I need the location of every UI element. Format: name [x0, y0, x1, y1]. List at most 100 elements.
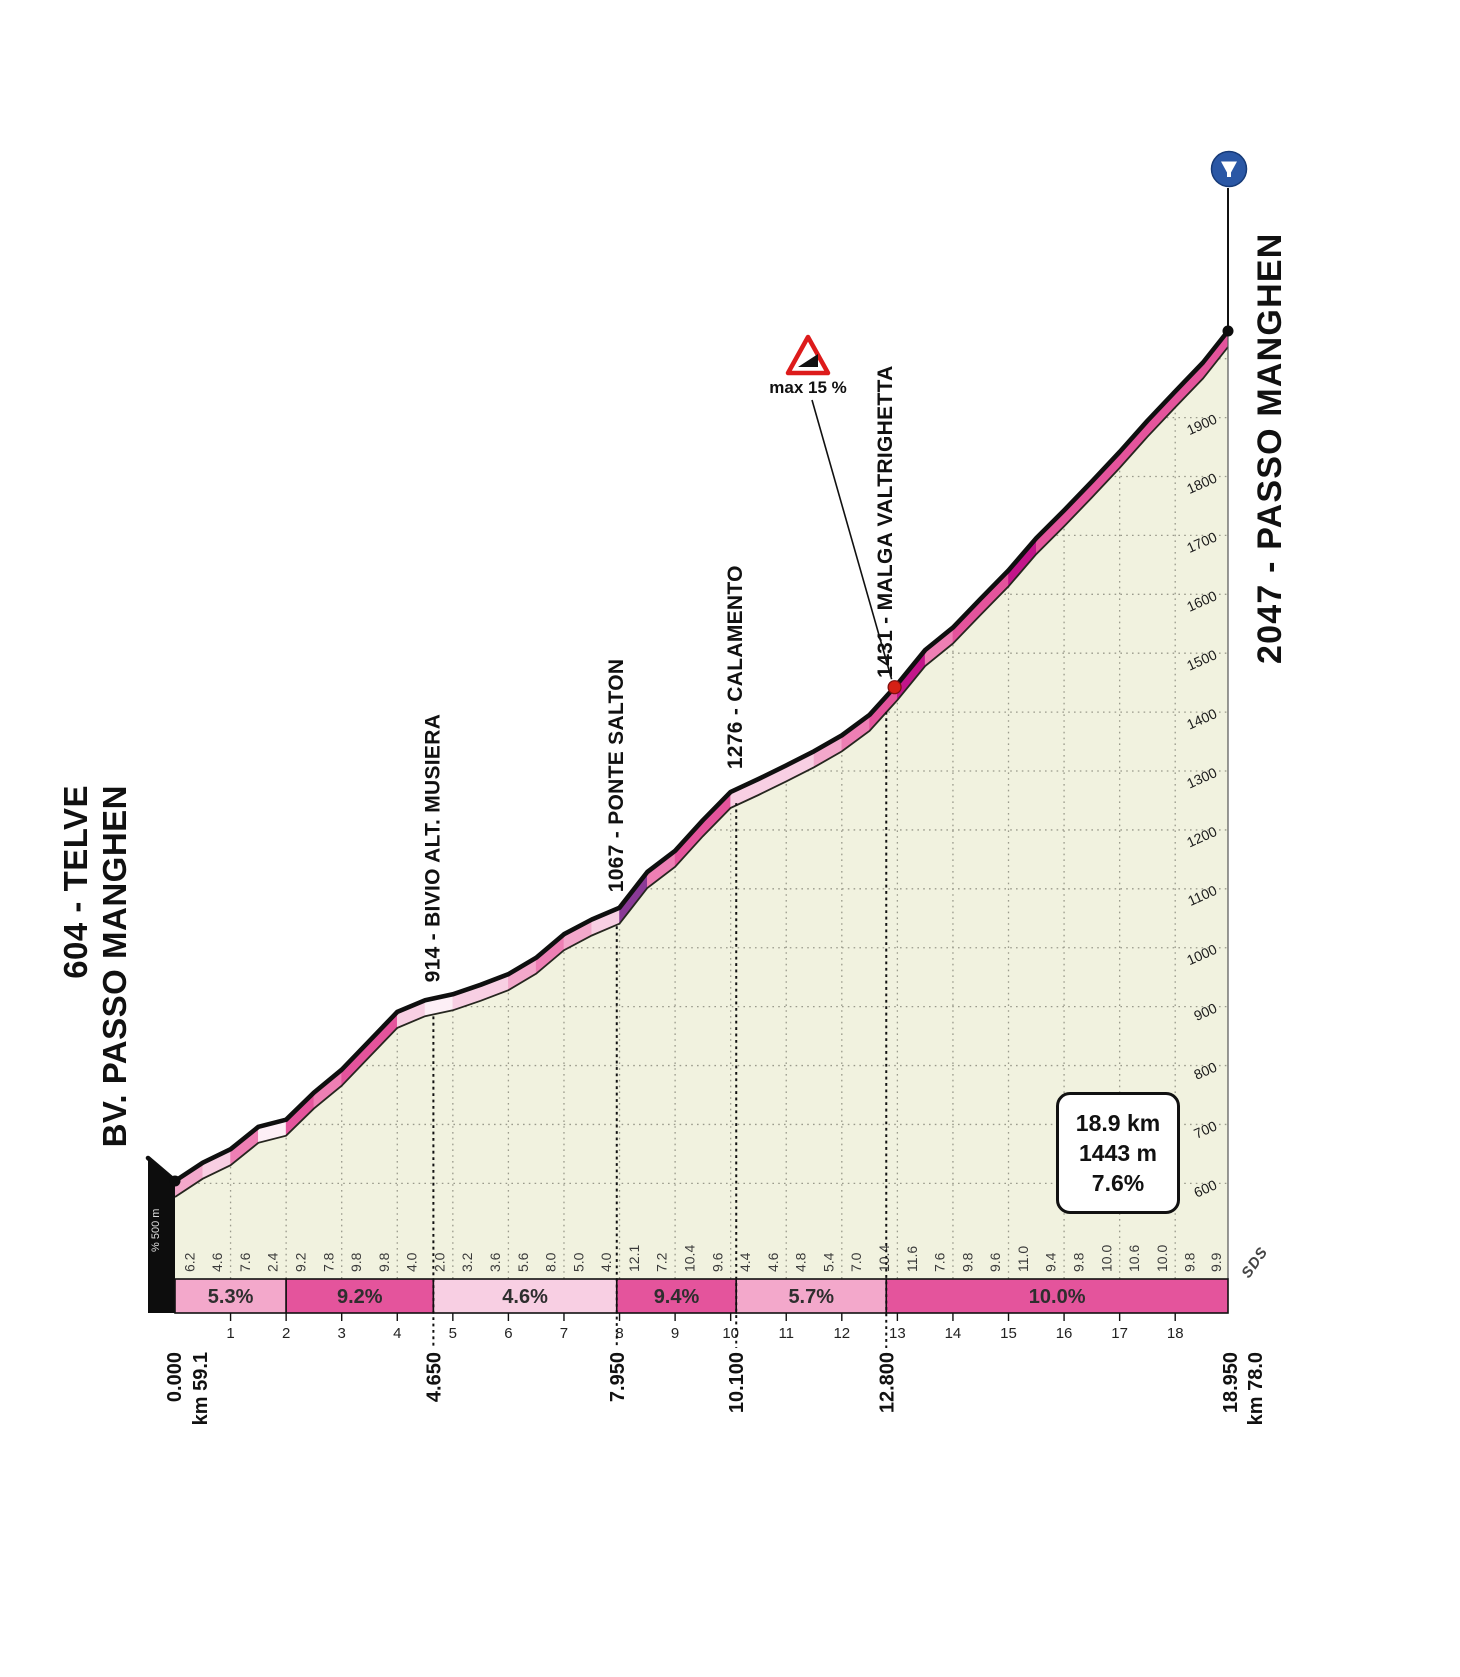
gradient-500m-label: 12.1 — [626, 1245, 642, 1272]
waypoint-distance-label: 4.650 — [423, 1352, 445, 1402]
gradient-500m-label: 7.8 — [320, 1252, 336, 1272]
max-gradient-label: max 15 % — [769, 378, 847, 397]
gradient-500m-label: 4.0 — [598, 1252, 614, 1272]
finish-distance-label: 18.950 — [1220, 1352, 1242, 1413]
gradient-500m-label: 5.0 — [570, 1252, 586, 1272]
gradient-500m-label: 10.4 — [876, 1245, 892, 1272]
gradient-500m-label: 9.8 — [348, 1252, 364, 1272]
stats-elevation-gain: 1443 m — [1078, 1139, 1157, 1166]
km-tick-label: 12 — [833, 1325, 850, 1342]
gradient-500m-label: 4.0 — [404, 1252, 420, 1272]
start-title-line2: BV. PASSO MANGHEN — [96, 785, 133, 1148]
summit-dot — [1222, 325, 1234, 337]
gradient-500m-label: 5.6 — [515, 1252, 531, 1272]
km-tick-label: 13 — [889, 1325, 906, 1342]
gradient-strip-segment — [615, 1278, 738, 1314]
gradient-500m-label: 9.8 — [959, 1252, 975, 1272]
km-tick-label: 16 — [1056, 1325, 1073, 1342]
km-tick-label: 2 — [282, 1325, 290, 1342]
gradient-500m-label: 4.8 — [793, 1252, 809, 1272]
gradient-strip-segment-label: 5.3% — [208, 1286, 254, 1308]
gradient-unit-note: % 500 m — [150, 1208, 162, 1252]
road-top-edge — [145, 328, 1231, 1184]
km-tick-label: 3 — [338, 1325, 346, 1342]
gradient-500m-label: 7.0 — [848, 1252, 864, 1272]
start-km-label: km 59.1 — [190, 1352, 212, 1425]
gradient-500m-label: 4.6 — [209, 1252, 225, 1272]
stats-distance: 18.9 km — [1075, 1109, 1161, 1136]
waypoint-distance-label: 12.800 — [876, 1352, 898, 1413]
km-tick-label: 14 — [945, 1325, 962, 1342]
km-tick-label: 11 — [778, 1325, 794, 1342]
road-band-bottom-edge — [174, 346, 1229, 1198]
gradient-500m-label: 9.2 — [293, 1252, 309, 1272]
max-gradient-callout: max 15 % — [760, 333, 856, 398]
gradient-500m-label: 11.6 — [904, 1246, 920, 1272]
gradient-500m-label: 7.2 — [654, 1252, 670, 1272]
gradient-500m-label: 9.8 — [376, 1252, 392, 1272]
km-tick-label: 5 — [449, 1325, 457, 1342]
gradient-500m-label: 6.2 — [181, 1252, 197, 1272]
gradient-500m-label: 4.6 — [765, 1252, 781, 1272]
waypoint-label: 1431 - MALGA VALTRIGHETTA — [874, 365, 897, 677]
km-tick-label: 4 — [393, 1325, 401, 1342]
gradient-strip-segment-label: 9.4% — [654, 1286, 700, 1308]
gradient-500m-label: 10.0 — [1154, 1245, 1170, 1272]
gradient-500m-label: 9.4 — [1043, 1252, 1059, 1272]
gradient-500m-label: 10.6 — [1126, 1245, 1142, 1272]
gradient-500m-label: 8.0 — [543, 1252, 559, 1272]
km-tick-label: 8 — [615, 1325, 623, 1342]
start-distance-label: 0.000 — [164, 1352, 186, 1402]
gradient-500m-label: 5.4 — [820, 1252, 836, 1272]
km-tick-label: 18 — [1167, 1325, 1184, 1342]
gradient-strip-segment-label: 10.0% — [1029, 1286, 1086, 1308]
stats-avg-gradient: 7.6% — [1091, 1169, 1145, 1196]
stats-box: 18.9 km 1443 m 7.6% — [1056, 1092, 1180, 1214]
warning-triangle-icon — [785, 334, 831, 376]
gradient-500m-label: 9.6 — [987, 1252, 1003, 1272]
start-title-line1: 604 - TELVE — [57, 785, 94, 979]
waypoint-label: 1276 - CALAMENTO — [724, 565, 747, 769]
gradient-500m-label: 10.4 — [681, 1245, 697, 1272]
max-gradient-dot — [887, 680, 902, 695]
waypoint-distance-label: 10.100 — [726, 1352, 748, 1413]
start-wall — [148, 1158, 175, 1313]
gradient-500m-label: 3.2 — [459, 1252, 475, 1272]
gradient-500m-label: 2.0 — [431, 1252, 447, 1272]
gradient-500m-label: 3.6 — [487, 1252, 503, 1272]
gradient-strip-segment — [432, 1278, 618, 1314]
gradient-strip-segment-label: 9.2% — [337, 1286, 383, 1308]
finish-km-label: km 78.0 — [1245, 1352, 1267, 1425]
gradient-strip: 5.3% 9.2% 4.6% 9.4% 5.7% 10.0% — [174, 1278, 1229, 1314]
start-dot — [169, 1175, 181, 1187]
max-gradient-line — [811, 399, 893, 680]
gradient-strip-segment-label: 5.7% — [788, 1286, 834, 1308]
gradient-500m-label: 7.6 — [932, 1252, 948, 1272]
gradient-500m-label: 9.6 — [709, 1252, 725, 1272]
gradient-500m-label: 9.9 — [1208, 1252, 1224, 1272]
start-title: 604 - TELVE BV. PASSO MANGHEN — [56, 785, 136, 1163]
gradient-500m-label: 11.0 — [1015, 1246, 1031, 1272]
km-tick-label: 15 — [1000, 1325, 1017, 1342]
profile-area — [175, 331, 1228, 1279]
waypoint-label: 914 - BIVIO ALT. MUSIERA — [421, 714, 444, 983]
waypoint-distance-label: 7.950 — [607, 1352, 629, 1402]
km-tick-label: 10 — [722, 1325, 739, 1342]
summit-title: 2047 - PASSO MANGHEN — [1251, 232, 1289, 664]
gradient-500m-label: 4.4 — [737, 1252, 753, 1272]
gradient-500m-label: 9.8 — [1182, 1252, 1198, 1272]
gradient-500m-label: 7.6 — [237, 1252, 253, 1272]
gradient-500m-label: 10.0 — [1098, 1245, 1114, 1272]
km-tick-label: 6 — [504, 1325, 512, 1342]
finish-icon — [1210, 150, 1248, 188]
km-tick-label: 7 — [560, 1325, 568, 1342]
gradient-500m-label: 2.4 — [265, 1252, 281, 1272]
gradient-500m-label: 9.8 — [1070, 1252, 1086, 1272]
gradient-strip-segment-label: 4.6% — [502, 1286, 548, 1308]
km-tick-label: 17 — [1111, 1325, 1128, 1342]
km-tick-label: 9 — [671, 1325, 679, 1342]
waypoint-label: 1067 - PONTE SALTON — [605, 659, 628, 893]
km-tick-label: 1 — [226, 1325, 234, 1342]
